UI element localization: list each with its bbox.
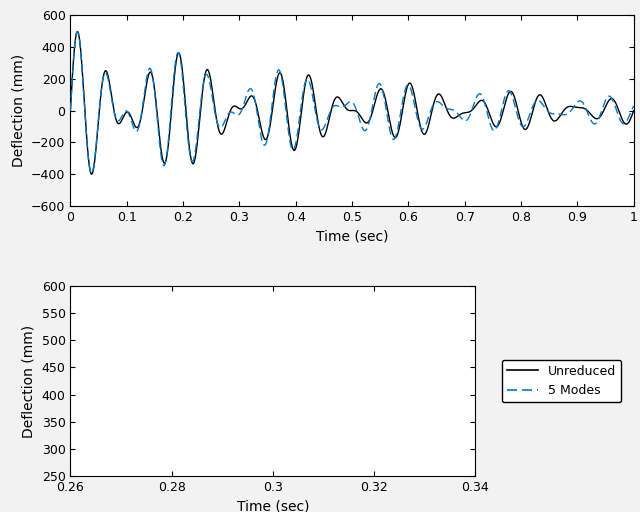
Unreduced — [74, 29, 81, 35]
Unreduced — [67, 108, 74, 114]
5 Modes — [74, 29, 81, 35]
Line: Unreduced: Unreduced — [0, 341, 640, 512]
Unreduced — [630, 108, 637, 114]
Y-axis label: Deflection (mm): Deflection (mm) — [12, 54, 26, 167]
Line: 5 Modes: 5 Modes — [70, 32, 634, 173]
Unreduced — [79, 84, 87, 90]
Unreduced — [406, 80, 413, 86]
Y-axis label: Deflection (mm): Deflection (mm) — [22, 325, 36, 438]
Unreduced — [636, 480, 640, 486]
5 Modes — [276, 69, 284, 75]
5 Modes — [79, 85, 87, 91]
X-axis label: Time (sec): Time (sec) — [237, 500, 309, 512]
Unreduced — [531, 102, 538, 108]
5 Modes — [531, 100, 538, 106]
Unreduced — [276, 70, 284, 76]
5 Modes — [406, 83, 413, 89]
5 Modes — [97, 87, 105, 93]
Line: 5 Modes: 5 Modes — [0, 342, 640, 512]
Legend: Unreduced, 5 Modes: Unreduced, 5 Modes — [502, 360, 621, 402]
Line: Unreduced: Unreduced — [70, 32, 634, 174]
Unreduced — [117, 118, 125, 124]
5 Modes — [630, 103, 637, 109]
X-axis label: Time (sec): Time (sec) — [316, 229, 388, 243]
Unreduced — [97, 87, 105, 93]
Unreduced — [88, 171, 95, 177]
5 Modes — [636, 477, 640, 483]
5 Modes — [88, 170, 95, 176]
5 Modes — [117, 115, 125, 121]
5 Modes — [67, 108, 74, 114]
